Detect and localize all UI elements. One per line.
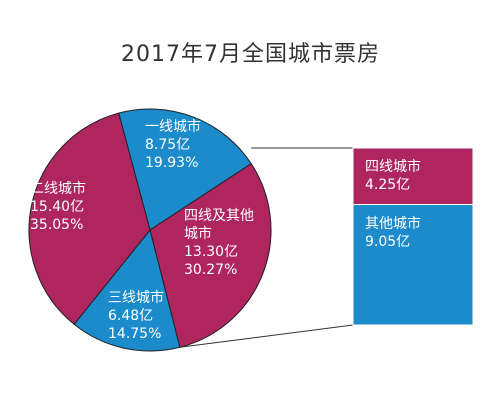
slice-label: 三线城市 6.48亿 14.75% <box>108 289 198 343</box>
bar-segment <box>352 204 474 326</box>
slice-amount: 13.30亿 <box>184 244 239 260</box>
bar-label: 四线城市 4.25亿 <box>365 158 421 194</box>
slice-label: 二线城市 15.40亿 35.05% <box>30 180 120 234</box>
pie-slice <box>28 112 151 325</box>
slice-label: 一线城市 8.75亿 19.93% <box>145 118 235 172</box>
slice-percent: 30.27% <box>184 262 238 278</box>
slice-label: 四线及其他城市 13.30亿 30.27% <box>184 207 262 279</box>
slice-percent: 35.05% <box>30 217 84 233</box>
slice-name: 三线城市 <box>108 290 164 306</box>
bar-amount: 4.25亿 <box>365 177 411 193</box>
bar-segment <box>352 147 474 206</box>
slice-name: 二线城市 <box>30 181 86 197</box>
slice-percent: 14.75% <box>108 326 162 342</box>
slice-name: 四线及其他城市 <box>184 208 254 242</box>
bar-amount: 9.05亿 <box>365 233 411 250</box>
bar-name: 其他城市 <box>365 215 421 232</box>
bar-name: 四线城市 <box>365 159 421 175</box>
slice-amount: 6.48亿 <box>108 308 154 324</box>
pie-slice <box>149 162 272 348</box>
slice-name: 一线城市 <box>145 119 201 135</box>
slice-amount: 15.40亿 <box>30 199 85 215</box>
chart-title: 2017年7月全国城市票房 <box>121 42 380 67</box>
connector-line <box>179 324 354 348</box>
slice-amount: 8.75亿 <box>145 137 191 153</box>
bar-label: 其他城市 9.05亿 <box>365 215 421 251</box>
slice-percent: 19.93% <box>145 155 199 171</box>
pie-slice <box>73 228 181 352</box>
pie-slice <box>118 108 252 231</box>
